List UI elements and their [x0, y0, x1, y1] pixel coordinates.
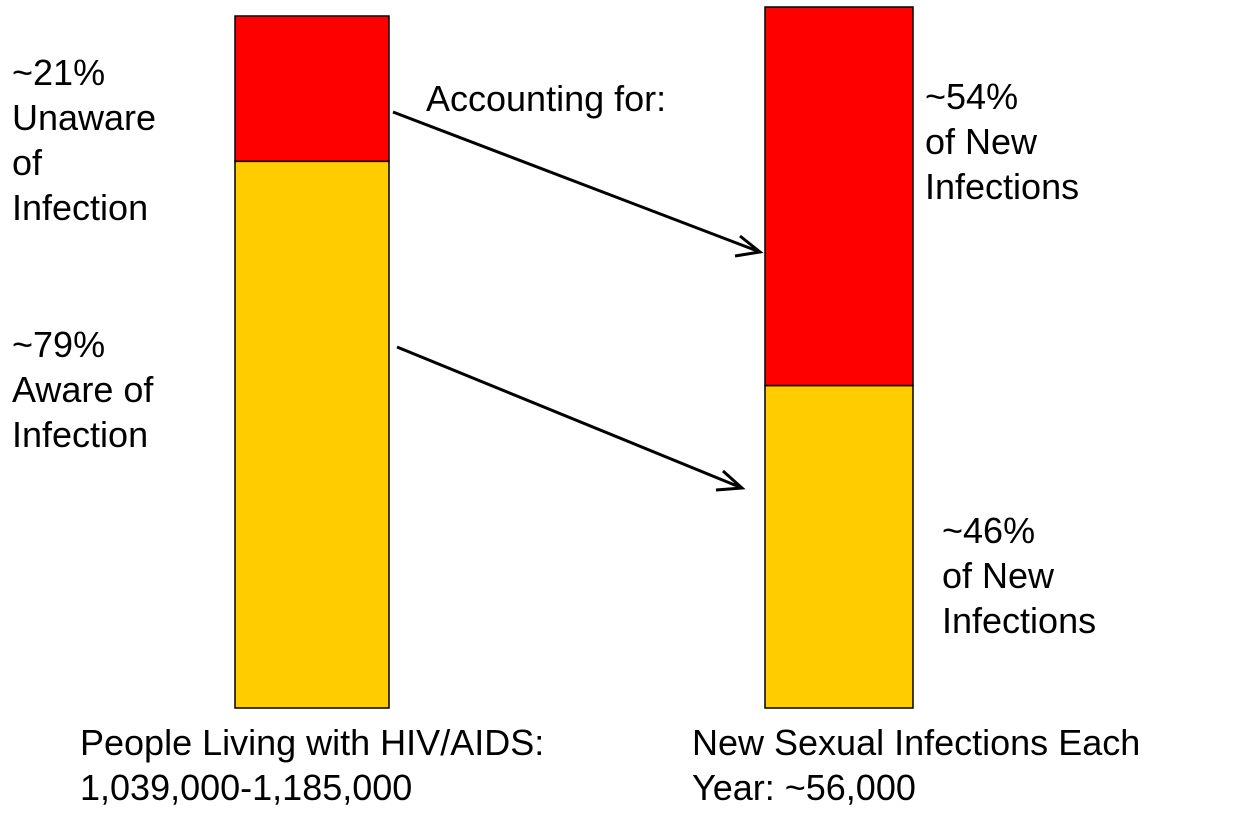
- arrow: [396, 345, 743, 490]
- value-label: ~46% of New Infections: [942, 510, 1097, 641]
- bar-segment: [234, 15, 390, 163]
- arrow-head: [734, 234, 764, 258]
- category-label: New Sexual Infections Each Year: ~56,000: [692, 722, 1141, 808]
- arrow-head: [715, 469, 746, 492]
- bar-segment: [234, 160, 390, 709]
- value-label: ~21% Unaware of Infection: [12, 52, 157, 228]
- arrow: [392, 110, 761, 254]
- bar-segment: [764, 6, 914, 387]
- arrows: [392, 110, 764, 492]
- bar-segment: [764, 384, 914, 709]
- category-label: People Living with HIV/AIDS: 1,039,000-1…: [80, 722, 545, 808]
- annotation: Accounting for:: [426, 78, 667, 119]
- value-label: ~54% of New Infections: [925, 76, 1080, 207]
- value-label: ~79% Aware of Infection: [12, 324, 154, 455]
